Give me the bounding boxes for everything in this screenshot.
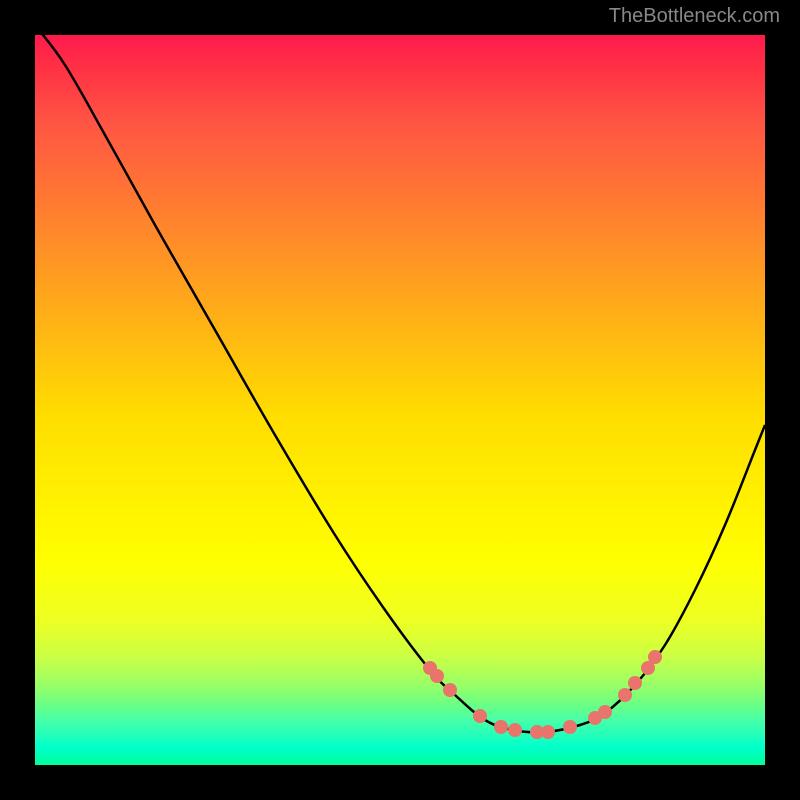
- data-point: [430, 669, 444, 683]
- data-point: [443, 683, 457, 697]
- data-point: [648, 650, 662, 664]
- data-point: [618, 688, 632, 702]
- data-point: [563, 720, 577, 734]
- data-point: [508, 723, 522, 737]
- chart-area: [35, 35, 765, 765]
- data-point: [494, 720, 508, 734]
- data-point: [598, 705, 612, 719]
- data-point: [541, 725, 555, 739]
- bottleneck-curve: [35, 35, 765, 732]
- data-point: [473, 709, 487, 723]
- watermark-text: TheBottleneck.com: [609, 5, 780, 28]
- data-point: [628, 676, 642, 690]
